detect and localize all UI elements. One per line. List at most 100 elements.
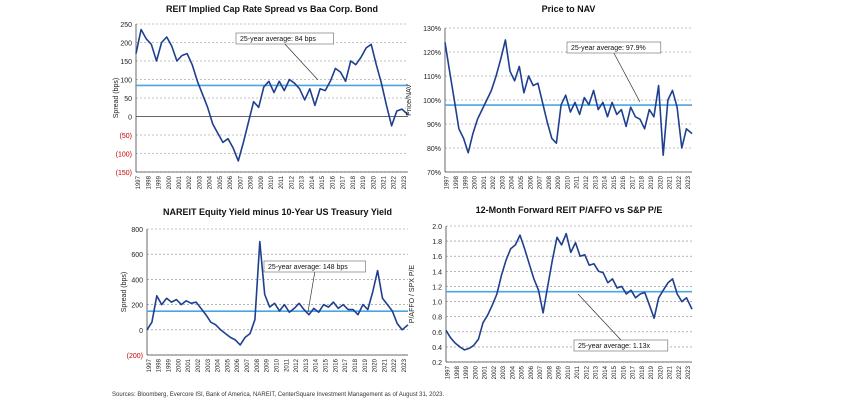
x-tick-label: 2014 bbox=[603, 365, 609, 379]
x-tick-label: 2004 bbox=[510, 175, 516, 189]
y-tick-label: 130% bbox=[423, 26, 441, 33]
x-tick-label: 2001 bbox=[186, 358, 192, 372]
y-tick-label: 0.2 bbox=[432, 360, 442, 367]
x-tick-label: 2006 bbox=[528, 175, 534, 189]
x-tick-label: 2018 bbox=[640, 365, 646, 379]
x-tick-label: 2011 bbox=[575, 175, 581, 189]
x-tick-label: 2021 bbox=[382, 358, 388, 372]
y-tick-label: 2.0 bbox=[432, 224, 442, 231]
y-tick-label: 0.4 bbox=[432, 345, 442, 352]
x-tick-label: 2012 bbox=[584, 365, 590, 379]
x-tick-label: 2023 bbox=[686, 365, 692, 379]
chart-price-to-nav: Price to NAV 130% 120% 110% 100% 90% 80% 70% 199… bbox=[406, 4, 693, 189]
annotation-arrow bbox=[307, 271, 316, 313]
x-tick-label: 2014 bbox=[310, 175, 316, 189]
x-tick-label: 2006 bbox=[235, 358, 241, 372]
y-tick-label: (200) bbox=[127, 353, 143, 360]
x-tick-label: 2002 bbox=[196, 358, 202, 372]
x-tick-label: 1998 bbox=[455, 365, 461, 379]
annotation-arrow bbox=[613, 52, 641, 103]
x-tick-label: 2018 bbox=[640, 175, 646, 189]
x-tick-label: 2022 bbox=[392, 175, 398, 189]
y-tick-label: 110% bbox=[424, 74, 441, 81]
x-tick-label: 2003 bbox=[206, 358, 212, 372]
x-tick-label: 2011 bbox=[284, 358, 290, 372]
x-tick-label: 2006 bbox=[529, 365, 535, 379]
x-tick-label: 2022 bbox=[677, 175, 683, 189]
y-tick-label: 0.6 bbox=[432, 330, 442, 337]
x-tick-label: 2019 bbox=[361, 175, 367, 189]
x-tick-label: 2009 bbox=[259, 175, 265, 189]
x-tick-label: 2018 bbox=[353, 358, 359, 372]
x-tick-label: 2010 bbox=[269, 175, 275, 189]
x-tick-label: 2010 bbox=[565, 175, 571, 189]
x-tick-label: 2004 bbox=[208, 175, 214, 189]
x-tick-label: 2017 bbox=[343, 358, 349, 372]
x-tick-label: 2017 bbox=[630, 175, 636, 189]
series-line bbox=[444, 39, 693, 156]
x-tick-label: 2001 bbox=[483, 365, 489, 379]
x-tick-label: 2007 bbox=[538, 365, 544, 379]
x-tick-label: 2000 bbox=[473, 175, 479, 189]
x-tick-label: 2020 bbox=[373, 358, 379, 372]
x-tick-label: 2003 bbox=[500, 175, 506, 189]
x-tick-label: 2011 bbox=[575, 365, 581, 379]
y-tick-label: 90% bbox=[427, 122, 441, 129]
y-tick-label: 50 bbox=[124, 96, 132, 103]
x-tick-label: 2005 bbox=[520, 365, 526, 379]
x-tick-label: 2012 bbox=[289, 175, 295, 189]
x-tick-label: 2011 bbox=[279, 175, 285, 189]
chart-title: Price to NAV bbox=[542, 4, 596, 14]
x-tick-label: 2007 bbox=[538, 175, 544, 189]
y-tick-label: (50) bbox=[120, 133, 132, 140]
x-tick-label: 2017 bbox=[341, 175, 347, 189]
x-tick-label: 2002 bbox=[187, 175, 193, 189]
x-tick-label: 2009 bbox=[557, 365, 563, 379]
y-axis-label: Spread (bps) bbox=[113, 78, 120, 118]
y-tick-label: 200 bbox=[120, 41, 132, 48]
x-tick-label: 2006 bbox=[228, 175, 234, 189]
x-tick-label: 2002 bbox=[492, 365, 498, 379]
x-tick-label: 2009 bbox=[556, 175, 562, 189]
y-tick-label: 70% bbox=[427, 170, 441, 177]
x-tick-label: 2020 bbox=[658, 365, 664, 379]
x-tick-label: 2000 bbox=[167, 175, 173, 189]
average-label: 25-year average: 97.9% bbox=[571, 45, 646, 52]
x-tick-label: 2021 bbox=[668, 365, 674, 379]
x-tick-label: 2008 bbox=[547, 175, 553, 189]
x-tick-label: 2001 bbox=[482, 175, 488, 189]
x-tick-label: 2004 bbox=[510, 365, 516, 379]
chart-equity-yield-spread: NAREIT Equity Yield minus 10-Year US Tre… bbox=[121, 207, 409, 372]
x-tick-label: 2008 bbox=[547, 365, 553, 379]
x-tick-label: 2023 bbox=[402, 358, 408, 372]
x-tick-label: 1998 bbox=[157, 358, 163, 372]
x-tick-label: 2000 bbox=[176, 358, 182, 372]
y-tick-label: 120% bbox=[423, 50, 441, 57]
x-tick-label: 2014 bbox=[314, 358, 320, 372]
x-tick-label: 1999 bbox=[167, 358, 173, 372]
annotation-arrow bbox=[284, 43, 319, 81]
average-label: 25-year average: 1.13x bbox=[578, 343, 650, 350]
x-tick-label: 1997 bbox=[147, 358, 153, 372]
x-tick-label: 2007 bbox=[238, 175, 244, 189]
y-tick-label: 200 bbox=[131, 303, 143, 310]
average-label: 25-year average: 84 bps bbox=[240, 36, 316, 43]
x-tick-label: 1997 bbox=[445, 175, 451, 189]
y-tick-label: 1.4 bbox=[432, 269, 442, 276]
x-tick-label: 1999 bbox=[463, 175, 469, 189]
x-tick-label: 2017 bbox=[631, 365, 637, 379]
average-label: 25-year average: 148 bps bbox=[268, 264, 348, 271]
x-tick-label: 2010 bbox=[274, 358, 280, 372]
x-tick-label: 2012 bbox=[584, 175, 590, 189]
x-tick-label: 2015 bbox=[612, 175, 618, 189]
x-tick-label: 1998 bbox=[454, 175, 460, 189]
x-tick-label: 2013 bbox=[593, 175, 599, 189]
x-tick-label: 1999 bbox=[464, 365, 470, 379]
series-line bbox=[146, 240, 409, 346]
x-tick-label: 1999 bbox=[157, 175, 163, 189]
y-axis-label: Spread (bps) bbox=[121, 272, 128, 312]
x-tick-label: 2018 bbox=[351, 175, 357, 189]
x-tick-label: 2000 bbox=[473, 365, 479, 379]
annotation-arrow bbox=[577, 293, 622, 341]
